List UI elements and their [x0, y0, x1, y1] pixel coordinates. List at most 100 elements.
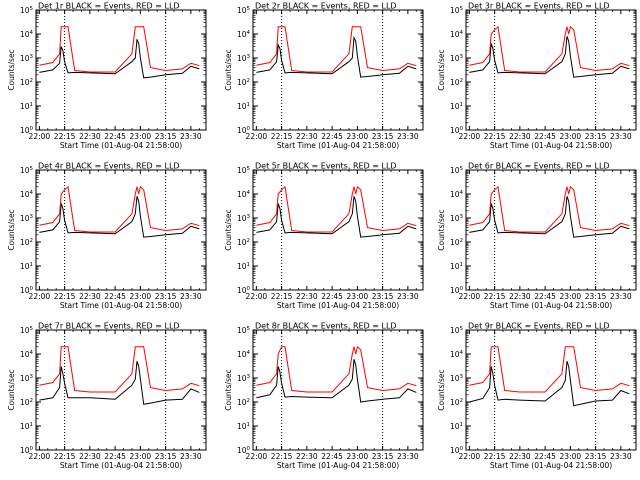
- plot-frame: [465, 329, 637, 451]
- y-tick-label: 104: [237, 350, 251, 359]
- y-tick-label: 100: [237, 446, 251, 455]
- y-tick-label: 100: [20, 286, 34, 295]
- x-tick-label: 22:45: [321, 132, 343, 141]
- y-tick-label: 104: [20, 190, 34, 199]
- x-tick-label: 22:45: [104, 132, 126, 141]
- y-tick-label: 102: [237, 398, 250, 407]
- y-tick-label: 102: [20, 398, 33, 407]
- y-tick-label: 103: [20, 214, 34, 223]
- x-axis-label: Start Time (01-Aug-04 21:58:00): [60, 301, 182, 310]
- y-tick-label: 103: [20, 374, 34, 383]
- x-tick-label: 23:00: [560, 132, 582, 141]
- lld-series-line: [469, 25, 630, 73]
- y-axis-label: Counts/sec: [437, 209, 446, 250]
- plot-frame: [465, 9, 637, 131]
- x-tick-label: 23:00: [130, 132, 152, 141]
- panel-title: Det 7r BLACK = Events, RED = LLD: [38, 322, 180, 331]
- y-tick-label: 102: [450, 238, 463, 247]
- x-tick-label: 22:00: [29, 292, 51, 301]
- panel-title: Det 4r BLACK = Events, RED = LLD: [38, 162, 180, 171]
- x-tick-label: 22:30: [509, 452, 531, 461]
- y-tick-label: 103: [237, 374, 251, 383]
- y-tick-label: 101: [450, 262, 463, 271]
- events-series-line: [256, 196, 417, 238]
- events-series-line: [39, 196, 200, 238]
- detector-panel: Det 8r BLACK = Events, RED = LLD Start Ti…: [224, 322, 424, 470]
- lld-series-line: [39, 26, 200, 73]
- detector-panel: Det 9r BLACK = Events, RED = LLD Start Ti…: [437, 322, 637, 470]
- x-tick-label: 23:30: [180, 452, 202, 461]
- plot-frame: [35, 329, 207, 451]
- lld-series-line: [256, 26, 417, 73]
- x-tick-label: 22:00: [29, 132, 51, 141]
- x-tick-label: 23:15: [372, 452, 394, 461]
- y-axis-label: Counts/sec: [224, 49, 233, 90]
- y-tick-label: 103: [450, 374, 464, 383]
- x-tick-label: 22:00: [29, 452, 51, 461]
- x-tick-label: 23:00: [347, 452, 369, 461]
- x-tick-label: 22:00: [459, 132, 481, 141]
- x-tick-label: 22:15: [271, 452, 293, 461]
- x-tick-label: 22:00: [246, 292, 268, 301]
- y-axis-label: Counts/sec: [437, 49, 446, 90]
- x-tick-label: 23:30: [610, 292, 632, 301]
- y-axis-label: Counts/sec: [437, 369, 446, 410]
- lld-series-line: [256, 185, 417, 233]
- y-tick-label: 100: [450, 286, 464, 295]
- panel-title: Det 5r BLACK = Events, RED = LLD: [255, 162, 397, 171]
- x-tick-label: 23:00: [130, 452, 152, 461]
- plot-frame: [465, 169, 637, 291]
- x-tick-label: 23:15: [585, 292, 607, 301]
- y-tick-label: 101: [237, 262, 250, 271]
- x-tick-label: 23:00: [560, 452, 582, 461]
- y-tick-label: 104: [20, 30, 34, 39]
- panel-title: Det 6r BLACK = Events, RED = LLD: [468, 162, 610, 171]
- x-tick-label: 22:30: [79, 292, 101, 301]
- y-tick-label: 104: [237, 190, 251, 199]
- y-tick-label: 100: [450, 126, 464, 135]
- x-tick-label: 22:00: [459, 452, 481, 461]
- x-tick-label: 22:45: [104, 452, 126, 461]
- x-tick-label: 22:45: [534, 292, 556, 301]
- plot-frame: [35, 169, 207, 291]
- x-tick-label: 23:15: [372, 132, 394, 141]
- x-tick-label: 22:15: [54, 292, 76, 301]
- panel-title: Det 1r BLACK = Events, RED = LLD: [38, 2, 180, 11]
- y-tick-label: 100: [20, 126, 34, 135]
- y-tick-label: 102: [20, 238, 33, 247]
- x-axis-label: Start Time (01-Aug-04 21:58:00): [277, 141, 399, 150]
- y-tick-label: 104: [20, 350, 34, 359]
- y-tick-label: 103: [450, 214, 464, 223]
- x-tick-label: 22:30: [296, 292, 318, 301]
- lld-series-line: [39, 185, 200, 233]
- y-tick-label: 105: [237, 166, 251, 175]
- x-tick-label: 22:30: [509, 132, 531, 141]
- x-tick-label: 22:15: [484, 452, 506, 461]
- y-tick-label: 105: [20, 6, 34, 15]
- events-series-line: [256, 359, 417, 403]
- x-tick-label: 23:15: [155, 452, 177, 461]
- x-tick-label: 23:00: [347, 132, 369, 141]
- events-series-line: [469, 36, 630, 78]
- x-tick-label: 22:30: [509, 292, 531, 301]
- x-tick-label: 23:00: [347, 292, 369, 301]
- lld-series-line: [39, 346, 200, 393]
- x-tick-label: 23:30: [180, 292, 202, 301]
- y-tick-label: 102: [450, 78, 463, 87]
- events-series-line: [469, 361, 630, 407]
- x-tick-label: 23:30: [397, 452, 419, 461]
- y-tick-label: 105: [237, 326, 251, 335]
- plot-frame: [252, 169, 424, 291]
- events-series-line: [39, 361, 200, 405]
- y-tick-label: 101: [450, 422, 463, 431]
- x-axis-label: Start Time (01-Aug-04 21:58:00): [60, 141, 182, 150]
- y-tick-label: 105: [450, 6, 464, 15]
- x-tick-label: 22:45: [321, 292, 343, 301]
- y-axis-label: Counts/sec: [224, 369, 233, 410]
- x-tick-label: 22:00: [246, 452, 268, 461]
- y-tick-label: 103: [450, 54, 464, 63]
- y-tick-label: 102: [20, 78, 33, 87]
- x-tick-label: 22:15: [54, 132, 76, 141]
- x-tick-label: 23:15: [585, 132, 607, 141]
